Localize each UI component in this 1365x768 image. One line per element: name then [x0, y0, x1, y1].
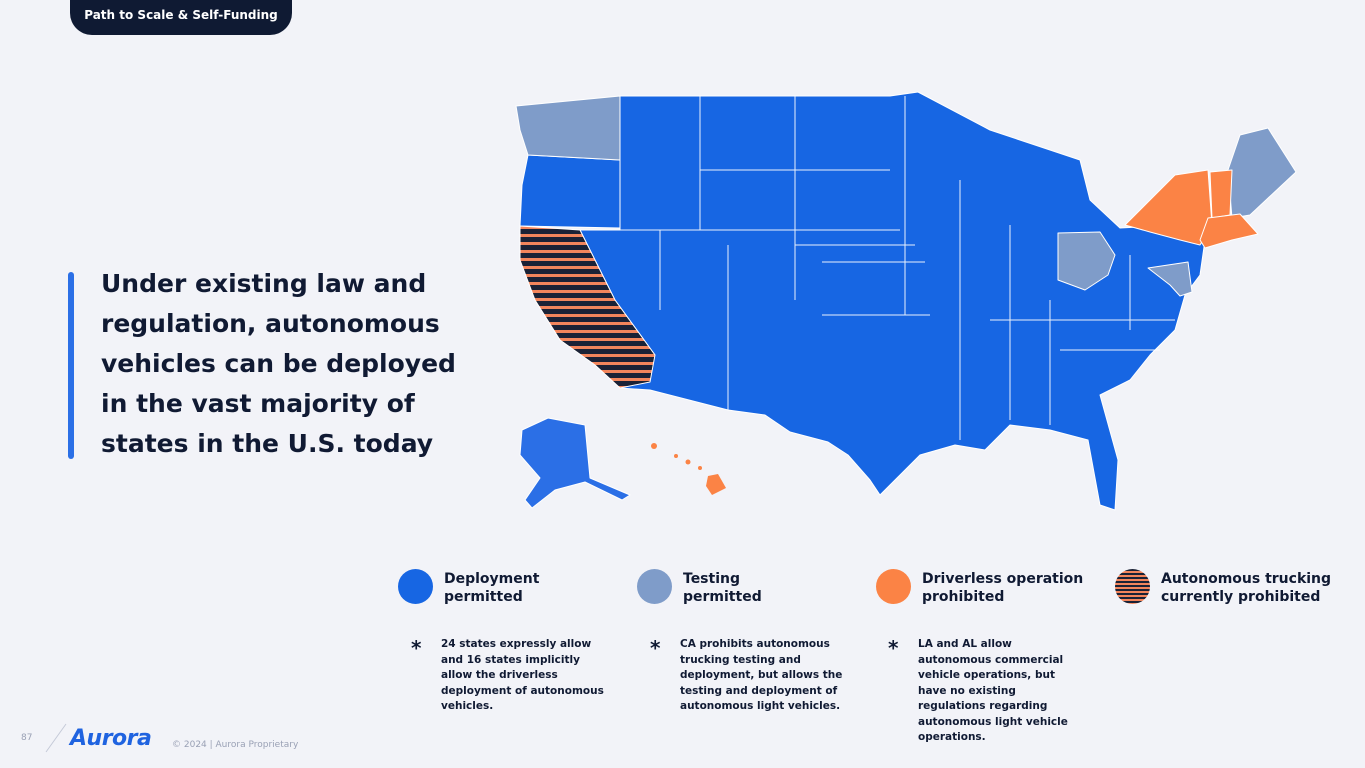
note-text: LA and AL allow autonomous commercial ve… [918, 638, 1068, 743]
map-state-oregon [519, 154, 621, 229]
divider-slash [45, 723, 67, 753]
legend-dot-driverless-prohibited [876, 569, 911, 604]
legend-dot-trucking-prohibited [1115, 569, 1150, 604]
note-text: CA prohibits autonomous trucking testing… [680, 638, 843, 712]
legend-driverless-prohibited: Driverless operation prohibited [876, 569, 1096, 609]
headline: Under existing law and regulation, auton… [101, 269, 456, 458]
map-state-alaska [519, 417, 631, 509]
note-asterisk: * [888, 636, 899, 660]
map-state-maine-nh [1227, 127, 1297, 219]
note-asterisk: * [411, 636, 422, 660]
legend-label-driverless-prohibited: Driverless operation prohibited [922, 571, 1084, 605]
legend-testing: Testing permitted [637, 569, 837, 609]
map-state-maryland [1147, 261, 1193, 297]
aurora-logo: Aurora [70, 726, 152, 751]
page-number: 87 [21, 733, 33, 743]
legend-deployment: Deployment permitted [398, 569, 598, 609]
map-state-washington [515, 95, 621, 161]
legend-trucking-prohibited: Autonomous trucking currently prohibited [1115, 569, 1345, 609]
map-state-hawaii [651, 443, 726, 495]
map-state-ohio [1057, 231, 1116, 291]
legend-label-testing: Testing permitted [683, 571, 762, 605]
legend-label-trucking-prohibited: Autonomous trucking currently prohibited [1161, 571, 1332, 605]
copyright: © 2024 | Aurora Proprietary [172, 740, 299, 750]
legend-dot-deployment [398, 569, 433, 604]
legend-dot-testing [637, 569, 672, 604]
us-map [515, 91, 1297, 511]
headline-accent-bar [68, 272, 74, 459]
note-text: 24 states expressly allow and 16 states … [441, 638, 604, 712]
map-state-ma-ct-ri [1199, 213, 1259, 249]
map-deployment-region [579, 91, 1206, 511]
map-state-california [519, 225, 656, 389]
legend-label-deployment: Deployment permitted [444, 571, 540, 605]
section-tag: Path to Scale & Self-Funding [70, 0, 292, 35]
note-asterisk: * [650, 636, 661, 660]
map-state-vermont [1209, 169, 1233, 219]
